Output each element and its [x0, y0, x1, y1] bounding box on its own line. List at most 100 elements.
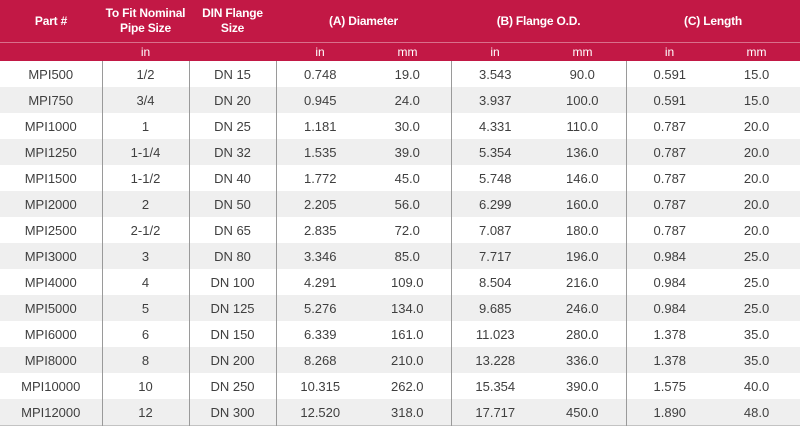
table-cell: 3/4	[102, 87, 190, 113]
table-cell: 4.331	[478, 118, 512, 134]
table-cell: 136.0	[539, 139, 627, 165]
column-group-header: Part #	[0, 0, 102, 43]
table-row: MPI3000 3 DN 80 3.346 85.0 7.717 196.0 0.984 25.…	[0, 243, 800, 269]
part-number-cell: MPI12000	[0, 399, 103, 426]
table-cell: DN 250	[189, 373, 277, 399]
table-cell: DN 20	[189, 87, 277, 113]
table-cell: 109.0	[364, 269, 452, 295]
table-cell: 8.504	[478, 274, 512, 290]
table-cell: 280.0	[539, 321, 627, 347]
table-cell: 15.0	[743, 66, 770, 82]
table-cell: 0.591	[653, 66, 687, 82]
table-cell: 12	[102, 399, 190, 426]
table-cell: 0.787	[653, 170, 687, 186]
table-cell: 100.0	[539, 87, 627, 113]
table-cell: 72.0	[364, 217, 452, 243]
table-cell: 45.0	[364, 165, 452, 191]
table-cell: 1.181	[303, 118, 337, 134]
unit-header: in	[451, 42, 540, 61]
unit-header: mm	[364, 42, 452, 61]
table-cell: 35.0	[743, 352, 770, 368]
table-cell: 48.0	[743, 404, 770, 420]
table-cell: 8	[102, 347, 190, 373]
table-cell: DN 300	[189, 399, 277, 426]
table-cell: 85.0	[364, 243, 452, 269]
table-row: MPI2500 2-1/2 DN 65 2.835 72.0 7.087 180.0 0.78…	[0, 217, 800, 243]
table-cell: 39.0	[364, 139, 452, 165]
table-row: MPI1500 1-1/2 DN 40 1.772 45.0 5.748 146.0 0.78…	[0, 165, 800, 191]
part-number-cell: MPI4000	[0, 269, 103, 295]
table-cell: 5	[102, 295, 190, 321]
table-cell: 196.0	[539, 243, 627, 269]
unit-header	[0, 42, 102, 61]
part-number-cell: MPI750	[0, 87, 103, 113]
table-row: MPI1000 1 DN 25 1.181 30.0 4.331 110.0 0.787 20.…	[0, 113, 800, 139]
table-cell: 6.339	[303, 326, 337, 342]
part-number-cell: MPI10000	[0, 373, 103, 399]
table-cell: 9.685	[478, 300, 512, 316]
table-cell: 161.0	[364, 321, 452, 347]
table-header: Part # To Fit Nominal Pipe Size DIN Flange…	[0, 0, 800, 61]
table-cell: 180.0	[539, 217, 627, 243]
table-cell: 246.0	[539, 295, 627, 321]
unit-header: mm	[539, 42, 627, 61]
table-cell: 0.787	[653, 144, 687, 160]
part-number-cell: MPI2500	[0, 217, 103, 243]
table-cell: 8.268	[303, 352, 337, 368]
table-cell: 4.291	[303, 274, 337, 290]
table-row: MPI2000 2 DN 50 2.205 56.0 6.299 160.0 0.787 20.…	[0, 191, 800, 217]
table-cell: DN 65	[189, 217, 277, 243]
table-cell: 1.535	[303, 144, 337, 160]
table-cell: 160.0	[539, 191, 627, 217]
table-cell: 0.984	[653, 274, 687, 290]
table-cell: 2.205	[303, 196, 337, 212]
table-cell: 6.299	[478, 196, 512, 212]
table-cell: 1/2	[102, 61, 190, 87]
table-cell: 15.354	[475, 378, 516, 394]
table-row: MPI750 3/4 DN 20 0.945 24.0 3.937 100.0 0.591 15…	[0, 87, 800, 113]
table-cell: 0.787	[653, 118, 687, 134]
table-cell: 5.748	[478, 170, 512, 186]
table-cell: 450.0	[539, 399, 627, 426]
table-cell: 24.0	[364, 87, 452, 113]
table-cell: 0.748	[303, 66, 337, 82]
part-number-cell: MPI1500	[0, 165, 103, 191]
part-number-cell: MPI2000	[0, 191, 103, 217]
table-cell: 3	[102, 243, 190, 269]
table-cell: 7.717	[478, 248, 512, 264]
part-number-cell: MPI3000	[0, 243, 103, 269]
table-cell: 1.378	[653, 352, 687, 368]
unit-header: in	[102, 42, 189, 61]
table-cell: 210.0	[364, 347, 452, 373]
unit-header: in	[276, 42, 364, 61]
table-cell: 90.0	[539, 61, 627, 87]
table-cell: 1	[102, 113, 190, 139]
table-cell: 3.937	[478, 92, 512, 108]
table-cell: 3.543	[478, 66, 512, 82]
table-cell: DN 25	[189, 113, 277, 139]
table-cell: 7.087	[478, 222, 512, 238]
table-cell: 4	[102, 269, 190, 295]
table-cell: 0.984	[653, 300, 687, 316]
table-cell: 2-1/2	[102, 217, 190, 243]
table-cell: 13.228	[475, 352, 516, 368]
unit-header: mm	[713, 42, 800, 61]
table-cell: DN 50	[189, 191, 277, 217]
table-cell: 25.0	[743, 248, 770, 264]
table-cell: 110.0	[539, 113, 627, 139]
table-cell: 6	[102, 321, 190, 347]
table-row: MPI4000 4 DN 100 4.291 109.0 8.504 216.0 0.984 2…	[0, 269, 800, 295]
table-cell: 216.0	[539, 269, 627, 295]
table-cell: 0.984	[653, 248, 687, 264]
table-cell: 2	[102, 191, 190, 217]
table-cell: 20.0	[743, 144, 770, 160]
table-row: MPI8000 8 DN 200 8.268 210.0 13.228 336.0 1.378…	[0, 347, 800, 373]
table-row: MPI5000 5 DN 125 5.276 134.0 9.685 246.0 0.984 2…	[0, 295, 800, 321]
table-cell: 20.0	[743, 170, 770, 186]
table-cell: 3.346	[303, 248, 337, 264]
table-cell: 11.023	[475, 326, 515, 342]
table-cell: 0.945	[303, 92, 337, 108]
table-cell: 318.0	[364, 399, 452, 426]
table-cell: 2.835	[303, 222, 337, 238]
